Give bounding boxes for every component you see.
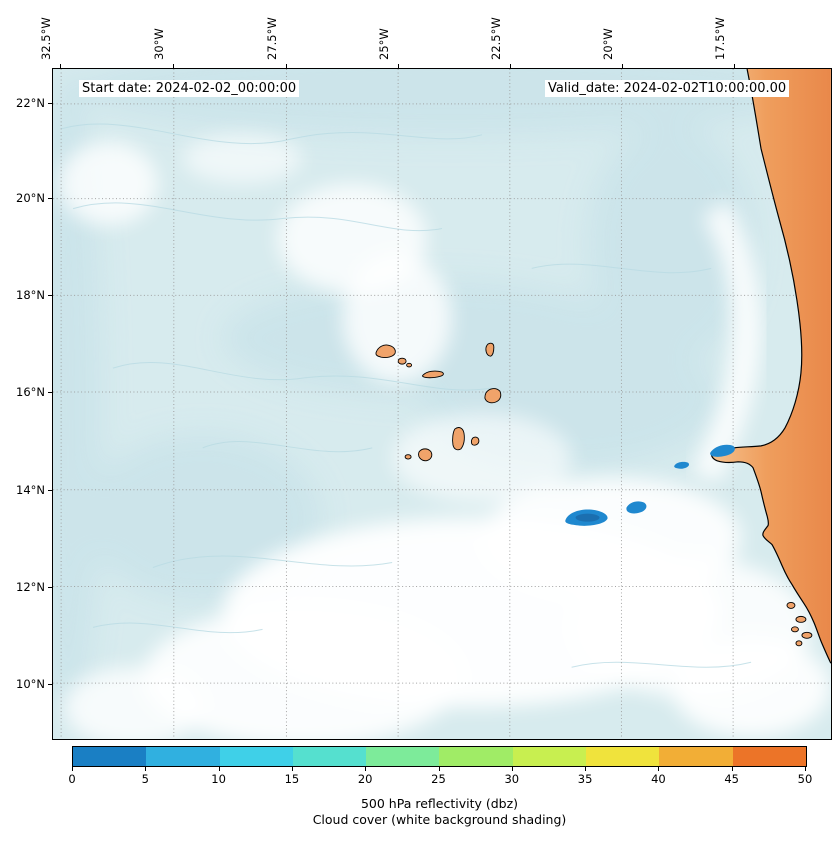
- axis-tick: [48, 684, 52, 685]
- axis-tick: [48, 103, 52, 104]
- cape-verde-islands: [375, 342, 502, 462]
- xtick-label: 20°W: [601, 28, 615, 60]
- colorbar-segment: [146, 747, 220, 766]
- axis-tick: [622, 64, 623, 68]
- axis-tick: [60, 64, 61, 68]
- colorbar-tick-label: 50: [797, 772, 813, 786]
- ytick-label: 18°N: [16, 288, 45, 302]
- island-sao-vicente: [397, 357, 407, 365]
- axis-tick: [48, 392, 52, 393]
- colorbar-tickmark: [218, 767, 220, 771]
- xtick-label: 22.5°W: [489, 17, 503, 60]
- ytick-label: 10°N: [16, 677, 45, 691]
- ytick-label: 14°N: [16, 483, 45, 497]
- colorbar-tickmark: [291, 767, 293, 771]
- cloud-contours: [61, 123, 752, 668]
- xtick-label: 17.5°W: [713, 17, 727, 60]
- colorbar-tickmark: [585, 767, 587, 771]
- colorbar-tickmark: [658, 767, 660, 771]
- africa-landmass: [711, 69, 831, 672]
- axis-tick: [48, 198, 52, 199]
- axis-tick: [510, 64, 511, 68]
- colorbar-segment: [659, 747, 733, 766]
- axis-tick: [398, 64, 399, 68]
- island-brava: [404, 454, 412, 460]
- axis-tick: [48, 295, 52, 296]
- colorbar-tick-label: 20: [357, 772, 373, 786]
- island-sao-nicolau: [421, 370, 444, 379]
- plot-area: Start date: 2024-02-02_00:00:00 Valid_da…: [52, 68, 832, 740]
- axis-tick: [173, 64, 174, 68]
- colorbar-ticks: 0 5 10 15 20 25 30 35 40 45 50: [68, 767, 812, 791]
- island-fogo: [418, 448, 433, 462]
- colorbar-segment: [366, 747, 440, 766]
- colorbar-tick-label: 30: [504, 772, 520, 786]
- colorbar-gradient: [72, 746, 807, 767]
- colorbar-segment: [73, 747, 147, 766]
- figure-subtitle: Cloud cover (white background shading): [312, 812, 567, 827]
- axis-tick: [48, 587, 52, 588]
- colorbar-segment: [732, 747, 806, 766]
- colorbar-tick-label: 15: [284, 772, 300, 786]
- ytick-label: 22°N: [16, 96, 45, 110]
- ytick-label: 20°N: [16, 191, 45, 205]
- colorbar-segment: [219, 747, 293, 766]
- cloud-shading: [53, 69, 831, 739]
- colorbar-tick-label: 35: [577, 772, 593, 786]
- colorbar-segment: [439, 747, 513, 766]
- xtick-label: 27.5°W: [265, 17, 279, 60]
- colorbar-tickmark: [511, 767, 513, 771]
- axis-tick: [48, 490, 52, 491]
- island-santa-luzia: [406, 362, 413, 368]
- island-santiago: [452, 427, 465, 451]
- graticule: [53, 69, 831, 739]
- axis-tick: [286, 64, 287, 68]
- colorbar-tickmark: [731, 767, 733, 771]
- reflectivity-cells: [565, 444, 735, 526]
- colorbar-segment: [292, 747, 367, 766]
- island-sal: [485, 342, 495, 357]
- colorbar-tickmark: [145, 767, 147, 771]
- valid-date-annotation: Valid_date: 2024-02-02T10:00:00.00: [545, 80, 790, 97]
- colorbar-label: 500 hPa reflectivity (dbz): [360, 796, 519, 811]
- colorbar-tick-label: 10: [211, 772, 226, 786]
- map-svg: [53, 69, 831, 739]
- colorbar-tickmark: [438, 767, 440, 771]
- island-maio: [470, 436, 480, 446]
- island-santo-antao: [375, 344, 396, 358]
- xtick-label: 30°W: [152, 28, 166, 60]
- colorbar-tickmark: [72, 767, 73, 771]
- colorbar-tick-label: 0: [68, 772, 76, 786]
- colorbar-tick-label: 45: [724, 772, 740, 786]
- africa-coastline: [710, 69, 831, 664]
- colorbar-tick-label: 40: [651, 772, 666, 786]
- colorbar-tick-label: 5: [141, 772, 149, 786]
- colorbar-tickmark: [365, 767, 367, 771]
- xtick-label: 32.5°W: [39, 17, 53, 60]
- bijagos-islands: [786, 601, 813, 647]
- start-date-annotation: Start date: 2024-02-02_00:00:00: [79, 80, 300, 97]
- colorbar-segment: [586, 747, 660, 766]
- ytick-label: 16°N: [16, 385, 45, 399]
- colorbar-tick-label: 25: [431, 772, 446, 786]
- colorbar-segment: [512, 747, 587, 766]
- axis-tick: [734, 64, 735, 68]
- colorbar-tickmark: [805, 767, 806, 771]
- xtick-label: 25°W: [377, 28, 391, 60]
- island-boa-vista: [484, 388, 502, 404]
- ytick-label: 12°N: [16, 580, 45, 594]
